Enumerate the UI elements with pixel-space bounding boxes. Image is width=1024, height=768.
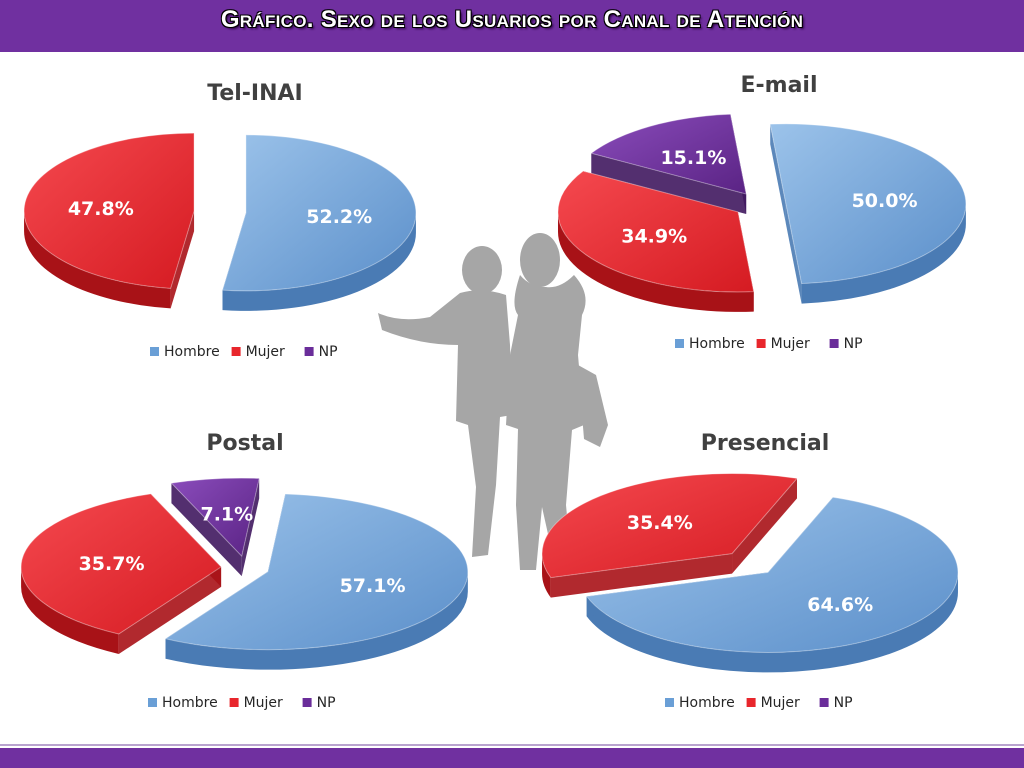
legend-swatch-np: [819, 698, 829, 707]
pie-slice-cut: [241, 478, 260, 577]
data-label: 64.6%: [807, 594, 873, 616]
legend-label: NP: [844, 336, 863, 352]
pie-slice-cut: [770, 124, 786, 224]
legend-swatch-hombre: [148, 698, 157, 707]
data-label: 35.7%: [79, 553, 145, 575]
data-label: 34.9%: [621, 225, 687, 247]
legend-label: Hombre: [679, 695, 735, 711]
pie-slice-hombre: [164, 493, 469, 651]
pie-chart: Presencial 64.6% 35.4% Hombre Mujer NP: [541, 431, 959, 711]
chart-title: Postal: [206, 431, 283, 456]
legend-label: Hombre: [162, 695, 218, 711]
pie-slice-side: [586, 572, 958, 673]
pie-chart: Postal 57.1% 35.7% 7.1% Hombre Mujer NP: [20, 431, 469, 711]
pie-slice-cut: [170, 211, 195, 309]
data-label: 15.1%: [660, 147, 726, 169]
legend-swatch-np: [302, 698, 312, 707]
data-label: 35.4%: [627, 512, 693, 534]
chart-title: E-mail: [740, 73, 817, 98]
chart-legend: Hombre Mujer NP: [665, 695, 853, 711]
pie-slice-np: [170, 477, 260, 558]
legend-label: Mujer: [771, 336, 810, 352]
pie-slice-mujer: [541, 473, 798, 579]
legend-label: Mujer: [244, 695, 283, 711]
legend-swatch-mujer: [756, 339, 766, 348]
data-label: 50.0%: [852, 190, 918, 212]
pie-slice-hombre: [585, 496, 959, 653]
pie-slice-mujer: [20, 493, 222, 635]
legend-swatch-np: [304, 347, 314, 356]
legend-label: Mujer: [761, 695, 800, 711]
legend-label: Mujer: [246, 344, 285, 360]
legend-label: NP: [834, 695, 853, 711]
pie-slice-side: [21, 566, 119, 654]
pie-slice-side: [557, 211, 754, 312]
pie-slice-cut: [591, 153, 747, 214]
pie-slice-cut: [785, 203, 802, 304]
pie-slice-cut: [118, 566, 222, 654]
pie-slice-mujer: [23, 132, 195, 289]
legend-swatch-mujer: [746, 698, 756, 707]
pie-slice-cut: [732, 478, 798, 574]
legend-swatch-mujer: [229, 698, 239, 707]
bottom-band: [0, 744, 1024, 768]
chart-legend: Hombre Mujer NP: [675, 336, 863, 352]
legend-swatch-np: [829, 339, 839, 348]
legend-label: NP: [317, 695, 336, 711]
pie-slice-side: [542, 553, 551, 598]
pie-chart: Tel-INAI 52.2% 47.8% Hombre Mujer NP: [23, 81, 417, 360]
page-title: Gráfico. Sexo de los Usuarios por Canal …: [220, 6, 804, 33]
data-label: 7.1%: [200, 504, 253, 526]
chart-legend: Hombre Mujer NP: [150, 344, 338, 360]
pie-slice-np: [590, 113, 747, 195]
data-label: 57.1%: [340, 575, 406, 597]
pie-slice-side: [24, 211, 171, 309]
legend-swatch-hombre: [665, 698, 674, 707]
legend-label: Hombre: [689, 336, 745, 352]
chart-title: Tel-INAI: [207, 81, 303, 106]
pie-slice-cut: [171, 483, 242, 577]
chart-title: Presencial: [701, 431, 830, 456]
pie-chart: E-mail 50.0% 34.9% 15.1% Hombre Mujer NP: [557, 73, 967, 352]
legend-swatch-hombre: [675, 339, 684, 348]
title-band: [0, 0, 1024, 52]
pie-slice-hombre: [221, 134, 417, 292]
legend-label: Hombre: [164, 344, 220, 360]
pie-slice-side: [801, 203, 966, 304]
pie-slice-mujer: [557, 170, 755, 293]
chart-legend: Hombre Mujer NP: [148, 695, 336, 711]
pie-slice-side: [165, 571, 468, 670]
legend-label: NP: [319, 344, 338, 360]
legend-swatch-mujer: [231, 347, 241, 356]
data-label: 52.2%: [306, 206, 372, 228]
pie-slice-side: [222, 212, 416, 311]
data-label: 47.8%: [68, 198, 134, 220]
legend-swatch-hombre: [150, 347, 159, 356]
pie-slice-cut: [550, 553, 733, 598]
couple-silhouette-icon: [378, 233, 608, 570]
pie-slice-hombre: [769, 123, 967, 285]
